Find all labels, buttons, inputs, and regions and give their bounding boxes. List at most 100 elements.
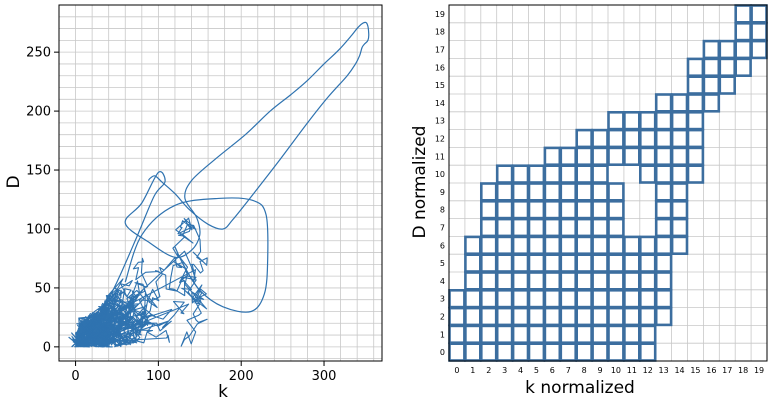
right-cell bbox=[543, 288, 562, 309]
left-core-segment bbox=[100, 313, 107, 316]
left-chart: 0 100 200 300 0 50 100 150 200 250 k D bbox=[4, 4, 383, 401]
left-core-segment bbox=[83, 340, 87, 344]
right-y-tick-label: 7 bbox=[440, 224, 445, 233]
right-cell bbox=[464, 271, 482, 291]
left-plot-frame bbox=[58, 4, 383, 362]
left-core-segment bbox=[119, 308, 123, 313]
right-cell bbox=[479, 235, 498, 255]
right-y-tick-label: 11 bbox=[435, 152, 445, 161]
left-core-segment bbox=[100, 342, 109, 348]
left-core-segment bbox=[93, 328, 96, 331]
right-cell bbox=[511, 253, 530, 273]
right-cell bbox=[607, 271, 625, 291]
right-cell bbox=[575, 217, 593, 238]
right-cell bbox=[543, 306, 562, 327]
right-cell bbox=[591, 235, 609, 255]
right-cell bbox=[527, 182, 546, 202]
right-cell bbox=[543, 235, 562, 255]
right-cell bbox=[718, 75, 736, 95]
right-cell bbox=[607, 146, 625, 166]
right-cell bbox=[623, 288, 641, 309]
right-cell bbox=[479, 342, 498, 362]
left-core-segment bbox=[105, 318, 109, 326]
left-series-line-1 bbox=[124, 197, 269, 313]
right-cell bbox=[686, 164, 705, 184]
right-x-tick-label: 10 bbox=[611, 366, 621, 375]
right-cell bbox=[543, 342, 562, 362]
left-core-segment bbox=[123, 313, 129, 319]
left-core-segment bbox=[109, 324, 117, 333]
right-cell bbox=[479, 324, 498, 344]
right-cell bbox=[495, 235, 514, 255]
right-cell bbox=[638, 253, 657, 273]
left-core-segment bbox=[92, 337, 96, 344]
right-cell bbox=[654, 306, 673, 327]
right-cell bbox=[527, 271, 546, 291]
right-cell bbox=[575, 128, 593, 149]
left-core-segment bbox=[124, 335, 129, 342]
right-cell bbox=[623, 253, 641, 273]
right-cell bbox=[591, 253, 609, 273]
left-core-segment bbox=[78, 331, 83, 335]
right-cell bbox=[734, 57, 752, 78]
right-cell bbox=[591, 217, 609, 238]
right-cell bbox=[559, 217, 577, 238]
right-cell bbox=[479, 200, 498, 220]
right-cell bbox=[670, 111, 689, 131]
left-core-segment bbox=[124, 303, 132, 310]
left-core-segment bbox=[71, 335, 77, 342]
right-cell bbox=[527, 235, 546, 255]
right-cell bbox=[479, 288, 498, 309]
left-core-segment bbox=[94, 319, 97, 323]
left-core-segment bbox=[120, 290, 126, 295]
right-cell bbox=[750, 39, 768, 60]
right-cell bbox=[511, 164, 530, 184]
left-core-segment bbox=[117, 330, 122, 336]
left-core-segment bbox=[97, 341, 100, 344]
left-core-segment bbox=[107, 337, 114, 342]
right-cell bbox=[702, 93, 721, 113]
right-cell bbox=[511, 342, 530, 362]
right-cell bbox=[495, 288, 514, 309]
right-y-tick-label: 19 bbox=[435, 10, 445, 19]
left-x-tick-label: 0 bbox=[71, 369, 79, 384]
right-cell bbox=[448, 288, 466, 309]
right-cell bbox=[654, 93, 673, 113]
right-cell bbox=[654, 288, 673, 309]
left-core-segment bbox=[118, 291, 122, 297]
left-core-segment bbox=[76, 339, 79, 342]
right-chart: 0 1 2 3 4 5 6 7 8 9 10 11 12 13 14 15 16 17 18 190123456789… bbox=[410, 4, 768, 398]
left-core-segment bbox=[76, 338, 81, 345]
left-core-segment bbox=[109, 335, 114, 342]
right-cell bbox=[638, 111, 657, 131]
left-core-segment bbox=[123, 325, 127, 331]
right-cell bbox=[479, 253, 498, 273]
right-x-tick-label: 13 bbox=[659, 366, 669, 375]
left-series-line-0 bbox=[75, 21, 370, 348]
right-y-tick-label: 0 bbox=[440, 348, 445, 357]
right-cell bbox=[464, 235, 482, 255]
left-core-segment bbox=[110, 291, 117, 298]
right-cell bbox=[495, 253, 514, 273]
right-y-tick-label: 6 bbox=[440, 241, 445, 250]
right-cell bbox=[527, 253, 546, 273]
left-y-tick-label: 150 bbox=[26, 164, 51, 179]
right-y-tick-label: 14 bbox=[435, 99, 445, 108]
right-cell bbox=[670, 182, 689, 202]
right-cell bbox=[575, 271, 593, 291]
left-core-segment bbox=[112, 324, 119, 331]
right-cell bbox=[543, 182, 562, 202]
left-ticks: 0 100 200 300 0 50 100 150 200 250 bbox=[26, 46, 336, 384]
right-cell bbox=[718, 57, 736, 78]
right-cell bbox=[464, 306, 482, 327]
right-cell bbox=[575, 342, 593, 362]
left-core-segment bbox=[114, 295, 118, 302]
left-data-area bbox=[68, 21, 370, 348]
right-cell bbox=[670, 128, 689, 149]
right-cell bbox=[638, 342, 657, 362]
left-core-segment bbox=[112, 309, 117, 312]
right-cell bbox=[559, 146, 577, 166]
right-x-tick-label: 6 bbox=[550, 366, 555, 375]
left-core-segment bbox=[86, 329, 93, 338]
right-cell bbox=[448, 306, 466, 327]
